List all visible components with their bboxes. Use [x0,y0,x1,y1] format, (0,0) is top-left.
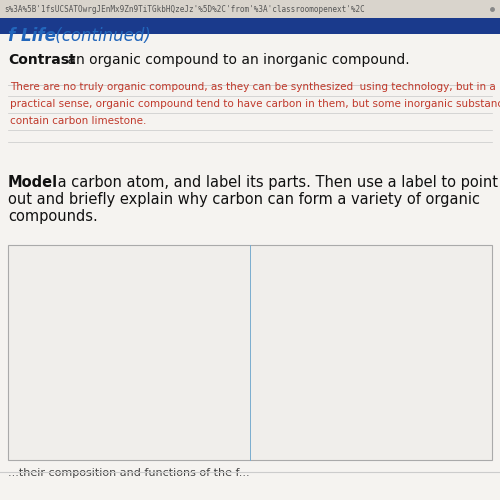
Bar [0,0,500,18]
Text: compounds.: compounds. [8,209,98,224]
Text: ...their composition and functions of the f...: ...their composition and functions of th… [8,468,250,478]
Bar [0,18,500,34]
Text: a carbon atom, and label its parts. Then use a label to point: a carbon atom, and label its parts. Then… [53,175,498,190]
Text: an organic compound to an inorganic compound.: an organic compound to an inorganic comp… [63,53,410,67]
Text: contain carbon limestone.: contain carbon limestone. [10,116,146,126]
Bar [8,245,492,460]
Text: s%3A%5B'1fsUCSATOwrgJEnMx9Zn9TiTGkbHQzeJz'%5D%2C'from'%3A'classroomopenext'%2C: s%3A%5B'1fsUCSATOwrgJEnMx9Zn9TiTGkbHQzeJ… [4,4,365,14]
Text: practical sense, organic compound tend to have carbon in them, but some inorgani: practical sense, organic compound tend t… [10,99,500,109]
Text: (continued): (continued) [50,27,151,45]
Text: There are no truly organic compound, as they can be synthesized  using technolog: There are no truly organic compound, as … [10,82,496,92]
Text: Model: Model [8,175,58,190]
Text: out and briefly explain why carbon can form a variety of organic: out and briefly explain why carbon can f… [8,192,480,207]
Text: Contrast: Contrast [8,53,76,67]
Text: f Life: f Life [8,27,56,45]
